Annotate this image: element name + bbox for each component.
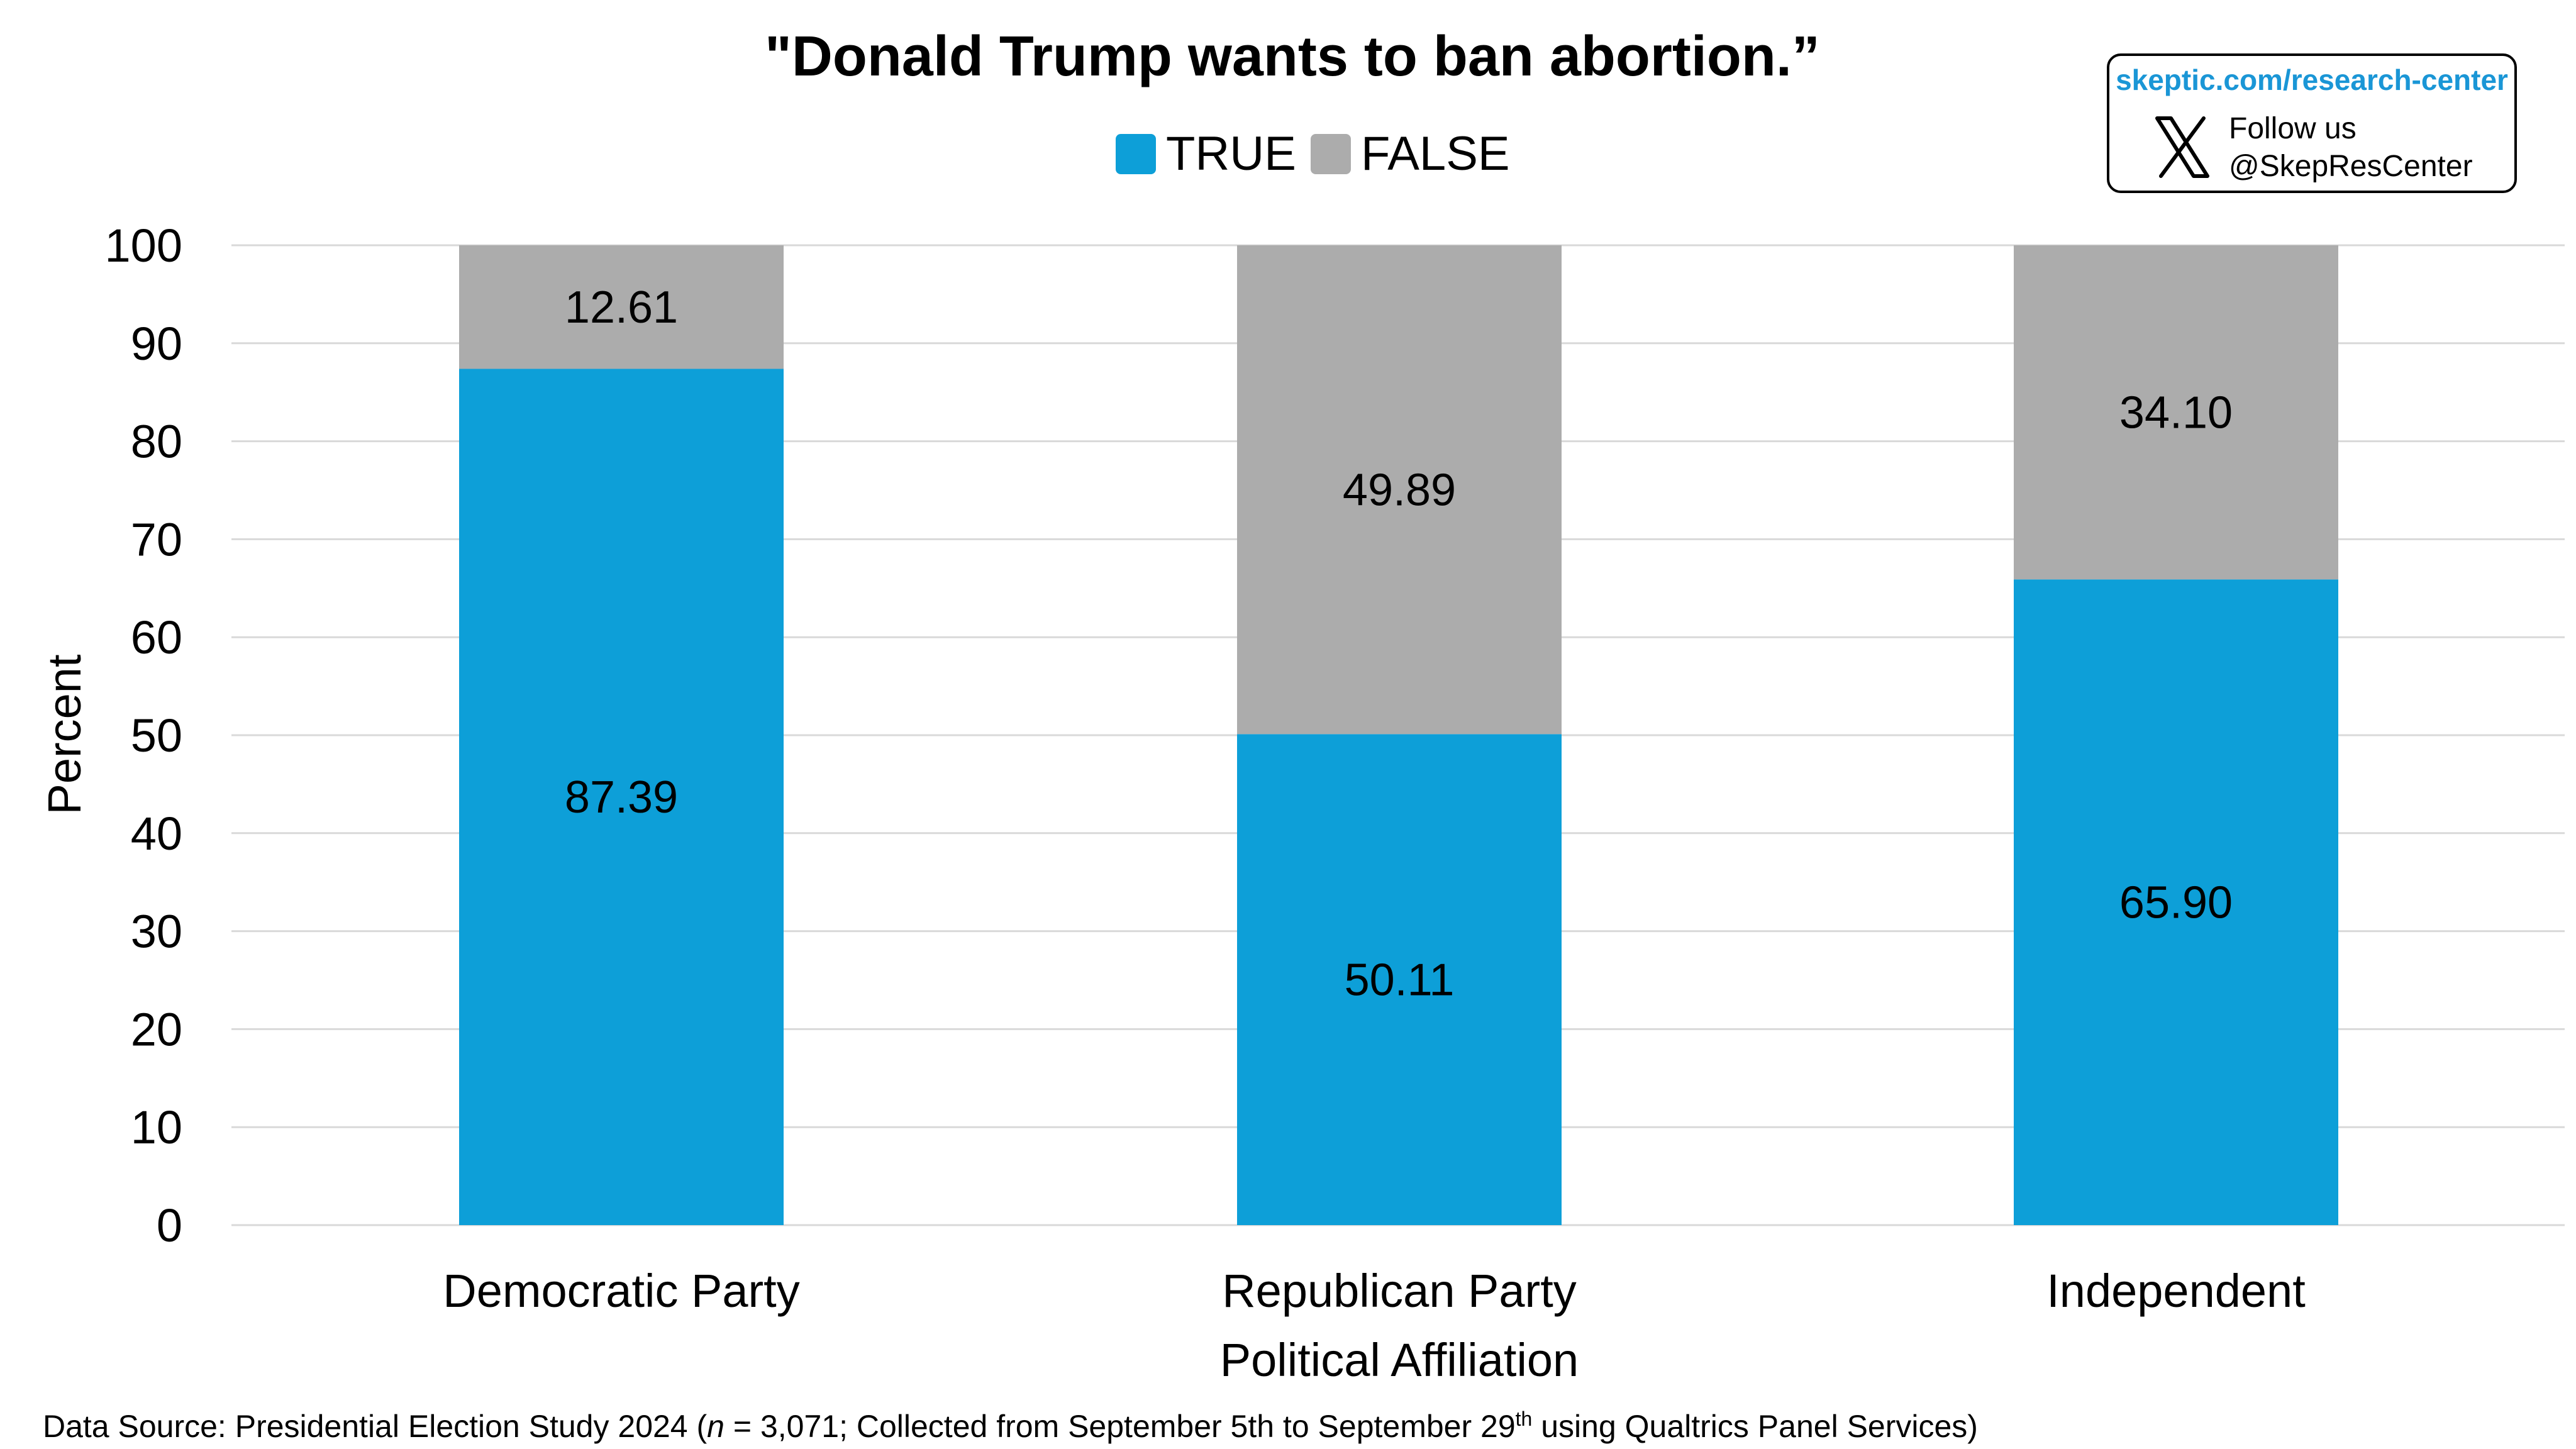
branding-url[interactable]: skeptic.com/research-center <box>2116 64 2508 96</box>
y-tick-label: 30 <box>131 906 182 958</box>
y-tick-label: 90 <box>131 318 182 370</box>
data-label-false-3: 34.10 <box>2119 388 2233 438</box>
source-n-symbol: n <box>707 1409 724 1444</box>
legend-item-true: TRUE <box>1116 127 1296 180</box>
bar-false-3 <box>2014 245 2338 580</box>
x-tick-label: Independent <box>2046 1265 2306 1317</box>
x-logo-icon <box>2155 116 2209 178</box>
data-label-false-2: 49.89 <box>1343 465 1456 516</box>
bar-true-2 <box>1237 734 1562 1225</box>
source-suffix: using Qualtrics Panel Services) <box>1532 1409 1978 1444</box>
branding-box: skeptic.com/research-center Follow us @S… <box>2107 53 2517 193</box>
legend-swatch <box>1116 134 1156 174</box>
y-tick-label: 40 <box>131 808 182 860</box>
y-tick-label: 50 <box>131 709 182 762</box>
bar-false-1 <box>459 245 784 369</box>
data-label-true-3: 65.90 <box>2119 878 2233 928</box>
bar-true-1 <box>459 369 784 1225</box>
legend-item-false: FALSE <box>1311 127 1510 180</box>
data-label-true-1: 87.39 <box>565 772 678 823</box>
branding-handle[interactable]: @SkepResCenter <box>2229 150 2473 183</box>
data-label-true-2: 50.11 <box>1345 955 1455 1006</box>
legend-swatch <box>1311 134 1351 174</box>
source-note: Data Source: Presidential Election Study… <box>43 1407 1978 1444</box>
y-tick-label: 100 <box>105 219 182 272</box>
y-tick-label: 80 <box>131 416 182 468</box>
data-label-false-1: 12.61 <box>565 282 678 333</box>
y-tick-label: 70 <box>131 513 182 565</box>
branding-follow-text: Follow us <box>2229 112 2357 145</box>
y-axis-ticks: 0 10 20 30 40 50 60 70 80 90 100 <box>105 219 182 1252</box>
x-axis-title: Political Affiliation <box>1220 1334 1579 1386</box>
source-after-n: = 3,071; Collected from September 5th to… <box>724 1409 1516 1444</box>
y-tick-label: 10 <box>131 1101 182 1153</box>
bar-true-3 <box>2014 579 2338 1225</box>
source-superscript: th <box>1516 1407 1533 1430</box>
legend-label: TRUE <box>1166 127 1296 180</box>
legend-label: FALSE <box>1361 127 1510 180</box>
x-tick-label: Democratic Party <box>443 1265 799 1317</box>
y-axis-title: Percent <box>38 654 91 814</box>
x-axis-ticks: Democratic Party Republican Party Independ… <box>443 1265 2306 1317</box>
chart-title: "Donald Trump wants to ban abortion.” <box>765 25 1820 88</box>
bar-false-2 <box>1237 245 1562 735</box>
y-tick-label: 60 <box>131 611 182 663</box>
y-tick-label: 0 <box>157 1199 182 1252</box>
bars <box>459 245 2338 1225</box>
legend: TRUE FALSE <box>1116 127 1510 180</box>
source-prefix: Data Source: Presidential Election Study… <box>43 1409 708 1444</box>
y-tick-label: 20 <box>131 1003 182 1055</box>
x-tick-label: Republican Party <box>1222 1265 1577 1317</box>
data-labels: 87.39 12.61 50.11 49.89 65.90 34.10 <box>565 282 2233 1005</box>
